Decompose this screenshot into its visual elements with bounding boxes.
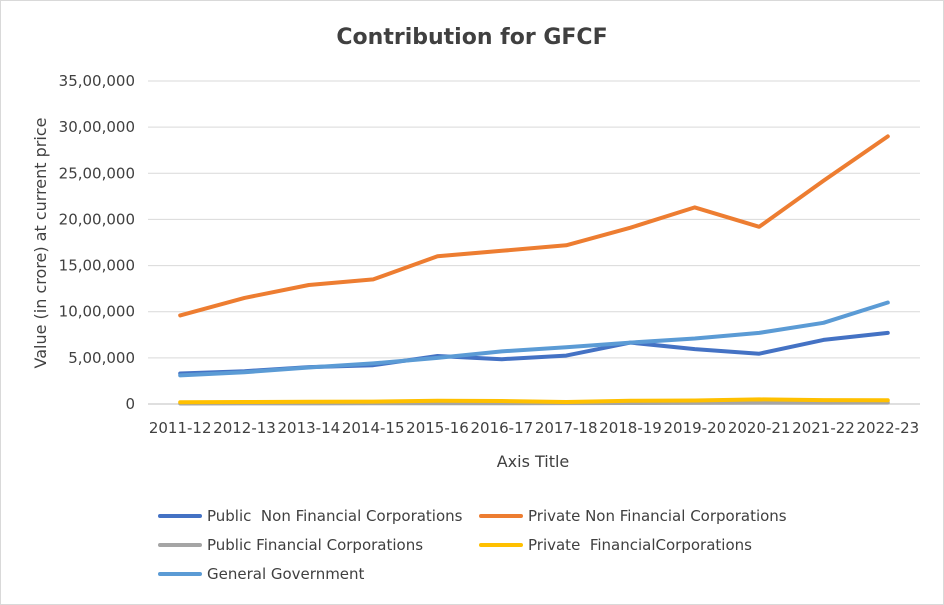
x-axis-title: Axis Title [497, 452, 570, 471]
x-tick-label: 2016-17 [470, 419, 533, 437]
x-axis-ticks: 2011-12 2012-13 2013-14 2014-15 2015-16 2016-… [149, 419, 919, 437]
y-tick-label: 0 [125, 395, 135, 413]
legend-label: Private FinancialCorporations [528, 536, 752, 554]
y-tick-label: 10,00,000 [59, 303, 135, 321]
x-tick-label: 2012-13 [213, 419, 276, 437]
y-tick-label: 30,00,000 [59, 118, 135, 136]
legend-label: Public Financial Corporations [207, 536, 423, 554]
x-tick-label: 2022-23 [856, 419, 919, 437]
y-tick-label: 20,00,000 [59, 210, 135, 228]
series-lines [178, 134, 890, 406]
y-axis-title: Value (in crore) at current price [31, 118, 50, 369]
y-tick-label: 5,00,000 [68, 349, 135, 367]
x-tick-label: 2020-21 [728, 419, 791, 437]
y-tick-label: 25,00,000 [59, 164, 135, 182]
y-tick-label: 15,00,000 [59, 257, 135, 275]
x-tick-label: 2011-12 [149, 419, 212, 437]
x-tick-label: 2014-15 [342, 419, 405, 437]
legend-item: General Government [158, 565, 365, 583]
legend-label: Private Non Financial Corporations [528, 507, 787, 525]
series-line-5 [178, 300, 890, 378]
series-line-2 [178, 134, 890, 318]
x-tick-label: 2017-18 [535, 419, 598, 437]
chart-title: Contribution for GFCF [336, 25, 607, 50]
x-tick-label: 2021-22 [792, 419, 855, 437]
x-tick-label: 2013-14 [277, 419, 340, 437]
legend-label: General Government [207, 565, 365, 583]
legend-item: Private FinancialCorporations [479, 536, 752, 554]
legend-item: Public Financial Corporations [158, 536, 423, 554]
series-line-4 [178, 397, 890, 405]
legend-item: Private Non Financial Corporations [479, 507, 787, 525]
legend-item: Public Non Financial Corporations [158, 507, 463, 525]
x-tick-label: 2019-20 [663, 419, 726, 437]
x-tick-label: 2015-16 [406, 419, 469, 437]
legend: Public Non Financial Corporations Private… [158, 507, 787, 583]
y-tick-label: 35,00,000 [59, 72, 135, 90]
x-tick-label: 2018-19 [599, 419, 662, 437]
legend-label: Public Non Financial Corporations [207, 507, 463, 525]
y-axis-ticks: 0 5,00,000 10,00,000 15,00,000 20,00,000 25,0… [59, 72, 135, 413]
